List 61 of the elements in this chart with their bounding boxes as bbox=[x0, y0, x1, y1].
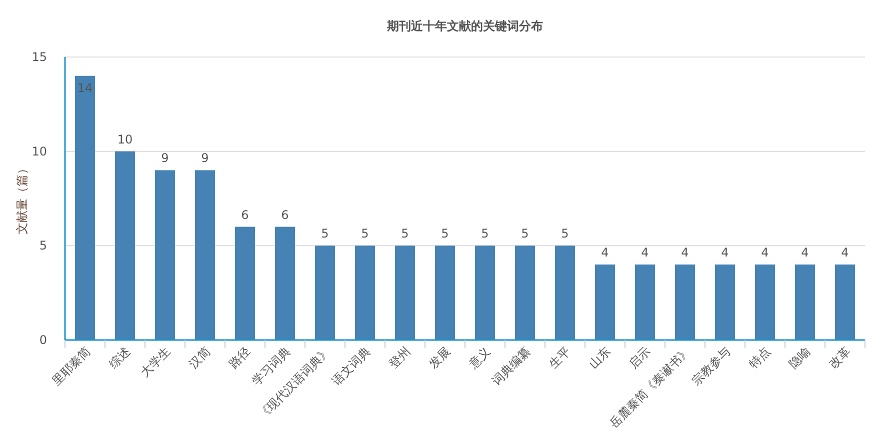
data-label: 5 bbox=[561, 226, 569, 241]
data-label: 4 bbox=[681, 246, 689, 260]
y-axis-title: 文献量（篇） bbox=[15, 162, 29, 234]
x-tick-label: 改革 bbox=[826, 344, 854, 372]
x-tick-label: 山东 bbox=[586, 344, 614, 372]
bar bbox=[795, 264, 815, 340]
data-label: 5 bbox=[441, 226, 449, 241]
x-tick-label: 路径 bbox=[226, 344, 254, 372]
bar bbox=[555, 246, 575, 340]
data-label: 4 bbox=[601, 246, 609, 260]
bar bbox=[355, 246, 375, 340]
data-label: 14 bbox=[77, 80, 93, 95]
bar bbox=[595, 264, 615, 340]
x-tick-label: 生平 bbox=[546, 344, 574, 372]
bar bbox=[395, 246, 415, 340]
bar bbox=[195, 170, 215, 340]
x-tick-label: 启示 bbox=[626, 344, 654, 372]
bar bbox=[155, 170, 175, 340]
x-tick-label: 发展 bbox=[426, 344, 454, 372]
x-tick-label: 宗教参与 bbox=[689, 344, 734, 388]
y-tick-label: 10 bbox=[32, 144, 47, 158]
data-label: 4 bbox=[761, 246, 769, 260]
bar bbox=[715, 264, 735, 340]
bar bbox=[75, 76, 95, 340]
bar bbox=[475, 246, 495, 340]
y-tick-label: 0 bbox=[39, 333, 47, 347]
data-label: 4 bbox=[801, 246, 809, 260]
title: 期刊近十年文献的关键词分布 bbox=[387, 19, 543, 33]
bar bbox=[115, 151, 135, 340]
data-label: 10 bbox=[117, 132, 133, 146]
data-label: 5 bbox=[521, 226, 529, 241]
data-label: 4 bbox=[721, 246, 729, 260]
data-label: 5 bbox=[361, 226, 369, 241]
x-tick-label: 特点 bbox=[746, 344, 774, 372]
bar bbox=[435, 246, 455, 340]
data-label: 9 bbox=[201, 151, 209, 166]
bar bbox=[515, 246, 535, 340]
x-tick-label: 汉简 bbox=[186, 344, 214, 372]
x-tick-label: 登州 bbox=[386, 344, 414, 372]
y-tick-label: 15 bbox=[32, 50, 47, 64]
data-label: 4 bbox=[641, 246, 649, 260]
bar bbox=[315, 246, 335, 340]
data-label: 6 bbox=[281, 208, 289, 222]
bar bbox=[635, 264, 655, 340]
data-label: 5 bbox=[401, 226, 409, 241]
data-label: 5 bbox=[481, 226, 489, 241]
data-label: 5 bbox=[321, 226, 329, 241]
x-tick-label: 大学生 bbox=[138, 344, 174, 380]
data-label: 6 bbox=[241, 208, 249, 222]
x-tick-label: 隐喻 bbox=[786, 344, 814, 372]
y-tick-label: 5 bbox=[39, 238, 47, 253]
x-tick-label: 里耶秦简 bbox=[49, 344, 94, 388]
data-label: 9 bbox=[161, 151, 169, 166]
bar bbox=[755, 264, 775, 340]
x-tick-label: 综述 bbox=[106, 344, 134, 372]
bar bbox=[835, 264, 855, 340]
bar bbox=[675, 264, 695, 340]
bar bbox=[275, 226, 295, 340]
x-tick-label: 语文词典 bbox=[329, 344, 374, 388]
bar bbox=[235, 226, 255, 340]
data-label: 4 bbox=[841, 246, 849, 260]
